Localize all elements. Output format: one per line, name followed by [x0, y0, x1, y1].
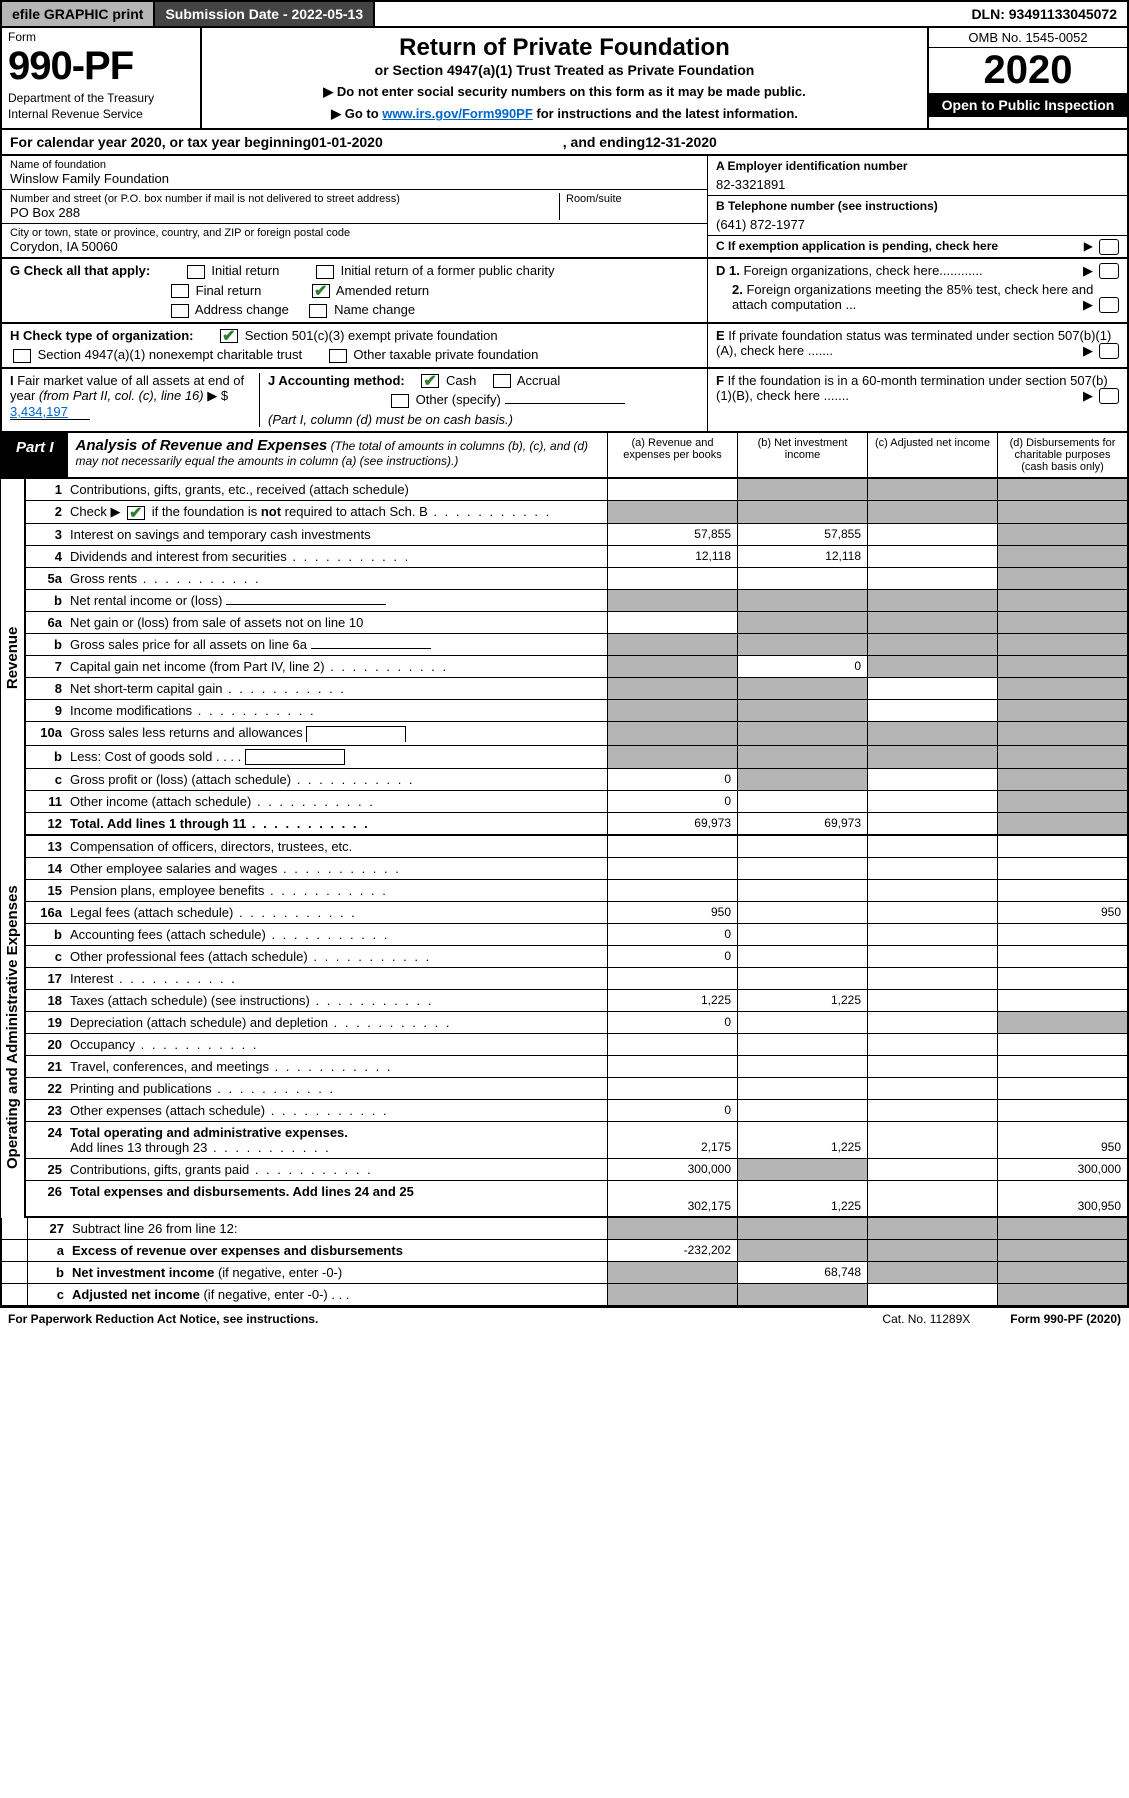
g-final-chk[interactable]: [171, 284, 189, 298]
g-initial-former-chk[interactable]: [316, 265, 334, 279]
part1-label: Part I: [2, 433, 68, 477]
name-label: Name of foundation: [10, 159, 699, 171]
form-title: Return of Private Foundation: [212, 34, 917, 62]
j-cash-chk[interactable]: [421, 374, 439, 388]
form-subtitle: or Section 4947(a)(1) Trust Treated as P…: [212, 62, 917, 78]
form990pf-link[interactable]: www.irs.gov/Form990PF: [382, 106, 533, 121]
d1-checkbox[interactable]: [1099, 263, 1119, 279]
irs: Internal Revenue Service: [8, 107, 194, 121]
g-amended-chk[interactable]: [312, 284, 330, 298]
form-word: Form: [8, 30, 194, 44]
page-footer: For Paperwork Reduction Act Notice, see …: [0, 1307, 1129, 1330]
dept: Department of the Treasury: [8, 91, 194, 105]
cat-no: Cat. No. 11289X: [882, 1312, 970, 1326]
ein-label: A Employer identification number: [716, 159, 1119, 173]
address: PO Box 288: [10, 205, 559, 220]
phone: (641) 872-1977: [716, 213, 1119, 232]
h-4947-chk[interactable]: [13, 349, 31, 363]
i-j-f-row: I Fair market value of all assets at end…: [0, 369, 1129, 433]
phone-label: B Telephone number (see instructions): [716, 199, 1119, 213]
foundation-name: Winslow Family Foundation: [10, 171, 699, 186]
city-state-zip: Corydon, IA 50060: [10, 239, 699, 254]
f-label: If the foundation is in a 60-month termi…: [716, 373, 1108, 403]
h-e-row: H Check type of organization: Section 50…: [0, 324, 1129, 369]
c-label: C If exemption application is pending, c…: [716, 239, 998, 253]
g-name-chk[interactable]: [309, 304, 327, 318]
revenue-section: Revenue 1Contributions, gifts, grants, e…: [0, 479, 1129, 836]
h-other-chk[interactable]: [329, 349, 347, 363]
part1-header: Part I Analysis of Revenue and Expenses …: [0, 433, 1129, 479]
d2-label: Foreign organizations meeting the 85% te…: [732, 282, 1093, 312]
g-initial-chk[interactable]: [187, 265, 205, 279]
ssn-note: ▶ Do not enter social security numbers o…: [212, 84, 917, 100]
city-label: City or town, state or province, country…: [10, 227, 699, 239]
col-a-hdr: (a) Revenue and expenses per books: [607, 433, 737, 477]
col-d-hdr: (d) Disbursements for charitable purpose…: [997, 433, 1127, 477]
revenue-side-label: Revenue: [0, 479, 26, 836]
expenses-side-label: Operating and Administrative Expenses: [0, 836, 26, 1218]
form-header: Form 990-PF Department of the Treasury I…: [0, 28, 1129, 130]
e-label: If private foundation status was termina…: [716, 328, 1111, 358]
e-checkbox[interactable]: [1099, 343, 1119, 359]
col-c-hdr: (c) Adjusted net income: [867, 433, 997, 477]
calendar-year-row: For calendar year 2020, or tax year begi…: [0, 130, 1129, 156]
open-to-public: Open to Public Inspection: [929, 93, 1127, 117]
form-number: 990-PF: [8, 44, 194, 89]
d2-checkbox[interactable]: [1099, 297, 1119, 313]
h-501c3-chk[interactable]: [220, 329, 238, 343]
dln: DLN: 93491133045072: [961, 2, 1127, 26]
pra-notice: For Paperwork Reduction Act Notice, see …: [8, 1312, 318, 1326]
f-checkbox[interactable]: [1099, 388, 1119, 404]
top-bar: efile GRAPHIC print Submission Date - 20…: [0, 0, 1129, 28]
expenses-section: Operating and Administrative Expenses 13…: [0, 836, 1129, 1218]
tax-year: 2020: [929, 48, 1127, 93]
c-checkbox[interactable]: [1099, 239, 1119, 255]
efile-btn[interactable]: efile GRAPHIC print: [2, 2, 155, 26]
form-ref: Form 990-PF (2020): [1010, 1312, 1121, 1326]
ein: 82-3321891: [716, 173, 1119, 192]
addr-label: Number and street (or P.O. box number if…: [10, 193, 559, 205]
j-other-chk[interactable]: [391, 394, 409, 408]
id-block: Name of foundation Winslow Family Founda…: [0, 156, 1129, 259]
omb-number: OMB No. 1545-0052: [929, 28, 1127, 48]
j-accrual-chk[interactable]: [493, 374, 511, 388]
col-b-hdr: (b) Net investment income: [737, 433, 867, 477]
room-label: Room/suite: [566, 193, 699, 205]
d1-label: Foreign organizations, check here.......…: [743, 263, 982, 278]
goto-note: ▶ Go to www.irs.gov/Form990PF for instru…: [212, 106, 917, 122]
schb-chk[interactable]: [127, 506, 145, 520]
g-d-row: G Check all that apply: Initial return I…: [0, 259, 1129, 324]
j-note: (Part I, column (d) must be on cash basi…: [268, 412, 699, 427]
submission-date: Submission Date - 2022-05-13: [155, 2, 375, 26]
fmv-link[interactable]: 3,434,197: [10, 404, 90, 420]
g-address-chk[interactable]: [171, 304, 189, 318]
